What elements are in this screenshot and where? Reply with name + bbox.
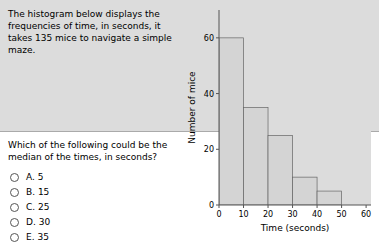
bar (317, 191, 342, 205)
choice: E. 35 (10, 231, 49, 243)
y-tick (216, 93, 219, 94)
x-tick-label: 20 (263, 210, 273, 219)
bar (293, 177, 318, 205)
x-tick-label: 60 (361, 210, 371, 219)
radio-button (10, 203, 19, 212)
x-axis-label: Time (seconds) (260, 223, 330, 233)
y-tick-label: 0 (209, 201, 214, 210)
x-tick (341, 205, 342, 208)
x-tick-label: 30 (287, 210, 297, 219)
y-tick (216, 205, 219, 206)
x-tick (243, 205, 244, 208)
question: Which of the following could be the medi… (8, 139, 180, 163)
page: The histogram below displays the frequen… (0, 0, 379, 243)
radio-button (10, 188, 19, 197)
radio-button (10, 173, 19, 182)
y-tick-label: 60 (204, 34, 214, 43)
x-tick-label: 40 (312, 210, 322, 219)
y-tick (216, 37, 219, 38)
choice: B. 15 (10, 186, 49, 198)
x-tick (268, 205, 269, 208)
choice-text: E. 35 (26, 231, 49, 243)
x-tick-label: 10 (238, 210, 248, 219)
bar (219, 38, 244, 205)
plot-background (219, 10, 371, 205)
choice: D. 30 (10, 216, 50, 228)
bar (268, 135, 293, 205)
title: The histogram below displays the frequen… (8, 8, 180, 56)
x-axis-line (219, 205, 371, 206)
y-tick-label: 20 (204, 145, 214, 154)
bars (219, 38, 342, 205)
bar (244, 108, 269, 206)
choice: A. 5 (10, 171, 43, 183)
choice-text: C. 25 (26, 201, 49, 213)
radio-button (10, 218, 19, 227)
radio-button (10, 233, 19, 242)
x-tick (317, 205, 318, 208)
histogram-chart: 0 10 20 30 40 50 60 0 20 40 60 Time (seconds) Number… (185, 0, 379, 243)
choice-text: B. 15 (26, 186, 49, 198)
x-tick (292, 205, 293, 208)
y-axis-label: Number of mice (187, 71, 197, 144)
y-axis-line (219, 10, 220, 205)
y-tick-label: 40 (204, 90, 214, 99)
x-tick-label: 0 (216, 210, 221, 219)
y-tick (216, 149, 219, 150)
x-tick-label: 50 (336, 210, 346, 219)
x-tick (366, 205, 367, 208)
choice-text: D. 30 (26, 216, 50, 228)
choice: C. 25 (10, 201, 49, 213)
choice-text: A. 5 (26, 171, 43, 183)
